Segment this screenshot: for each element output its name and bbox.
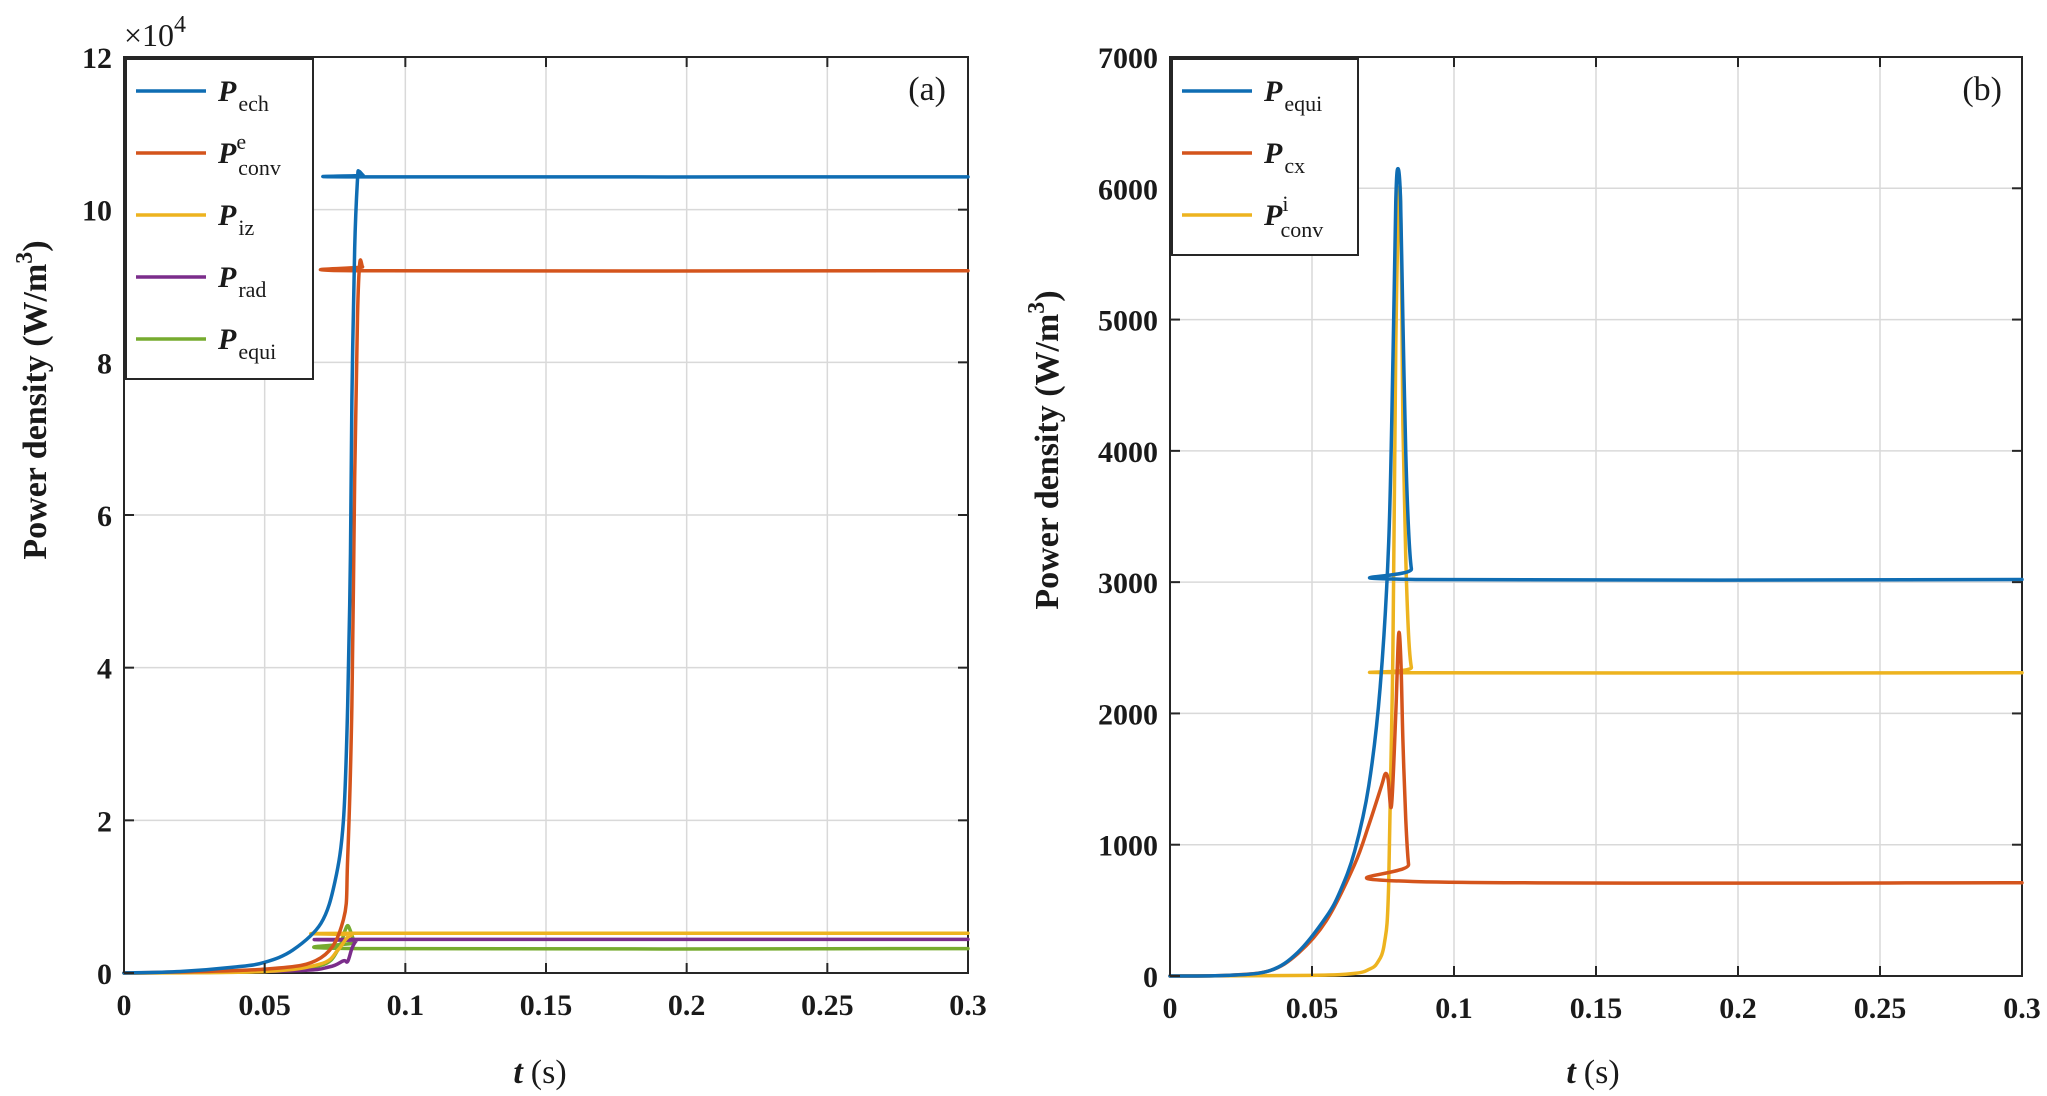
chart-b-legend: Pequi Pcx Pi conv (1171, 58, 1359, 256)
chart-b-ytick-label: 0 (1143, 961, 1158, 994)
chart-a-ticks: 0 0.05 0.1 0.15 0.2 0.25 0.3 0 2 4 6 8 10 12 (82, 42, 987, 1022)
chart-a-series-rad-line (122, 937, 970, 975)
chart-b-series-equi-line (1168, 166, 2024, 978)
chart-a-ytick-label: 4 (97, 653, 112, 686)
chart-a-series-conv-line (122, 258, 970, 975)
chart-b-panel-label: (b) (1962, 71, 2002, 108)
chart-b-xtick-label: 0.2 (1719, 992, 1757, 1025)
chart-b-ytick-label: 1000 (1098, 830, 1158, 863)
chart-b-ytick-label: 3000 (1098, 567, 1158, 600)
chart-a-xtick-label: 0.15 (520, 989, 573, 1022)
chart-b-xtick-label: 0.3 (2003, 992, 2041, 1025)
chart-a-xtick-label: 0.05 (238, 989, 291, 1022)
chart-a-exponent: ×104 (124, 12, 186, 53)
chart-a-series-ech-line (122, 169, 970, 975)
chart-a-xtick-label: 0.25 (801, 989, 854, 1022)
chart-a-ylabel: Power density (W/m3) (12, 240, 54, 559)
chart-a-legend: Pech Pe conv Piz Prad Pequi (125, 58, 314, 380)
chart-a-xtick-label: 0 (117, 989, 132, 1022)
chart-b-xlabel: t (s) (1566, 1054, 1619, 1091)
chart-a-xtick-label: 0.2 (668, 989, 706, 1022)
chart-b-ytick-label: 7000 (1098, 42, 1158, 75)
chart-b-series-conv-line (1168, 184, 2024, 978)
chart-a-legend-box (125, 58, 314, 380)
chart-b-xtick-label: 0 (1163, 992, 1178, 1025)
chart-a-panel-label: (a) (908, 71, 946, 108)
chart-b-legend-label-equi: Pequi (1263, 75, 1322, 116)
chart-a-ytick-label: 2 (97, 805, 112, 838)
chart-a: 0 0.05 0.1 0.15 0.2 0.25 0.3 0 2 4 6 8 10 12 Power de… (12, 12, 987, 1091)
chart-b-xtick-label: 0.1 (1435, 992, 1473, 1025)
chart-a-xlabel: t (s) (513, 1054, 566, 1091)
chart-a-legend-label-iz: Piz (217, 199, 254, 240)
chart-b-ytick-label: 5000 (1098, 305, 1158, 338)
chart-b-series-cx-line (1168, 630, 2024, 978)
chart-b: 0 0.05 0.1 0.15 0.2 0.25 0.3 0 1000 2000 3000 4000 5… (1024, 42, 2041, 1091)
chart-a-legend-label-ech: Pech (217, 75, 269, 116)
chart-a-xtick-label: 0.3 (949, 989, 987, 1022)
chart-a-xtick-label: 0.1 (387, 989, 425, 1022)
chart-a-legend-label-equi: Pequi (217, 323, 276, 364)
chart-a-legend-label-rad: Prad (217, 261, 266, 302)
chart-a-series-iz-line (122, 931, 970, 975)
chart-a-ytick-label: 0 (97, 958, 112, 991)
chart-a-ytick-label: 10 (82, 195, 112, 228)
chart-a-legend-label-conv: Pe conv (217, 129, 281, 180)
chart-b-legend-label-cx: Pcx (1263, 137, 1305, 178)
chart-b-series (1168, 166, 2024, 978)
chart-b-ytick-label: 6000 (1098, 173, 1158, 206)
chart-a-ytick-label: 6 (97, 500, 112, 533)
chart-b-legend-label-conv: Pi conv (1263, 191, 1323, 242)
chart-a-ytick-label: 8 (97, 347, 112, 380)
chart-b-ytick-label: 2000 (1098, 698, 1158, 731)
chart-b-xtick-label: 0.25 (1854, 992, 1907, 1025)
chart-a-ytick-label: 12 (82, 42, 112, 75)
chart-b-xtick-label: 0.05 (1286, 992, 1339, 1025)
chart-b-xtick-label: 0.15 (1570, 992, 1623, 1025)
chart-b-ticks: 0 0.05 0.1 0.15 0.2 0.25 0.3 0 1000 2000 3000 4000 5… (1098, 42, 2041, 1025)
chart-b-ylabel: Power density (W/m3) (1024, 290, 1066, 609)
chart-a-series (122, 169, 970, 975)
chart-b-ytick-label: 4000 (1098, 436, 1158, 469)
